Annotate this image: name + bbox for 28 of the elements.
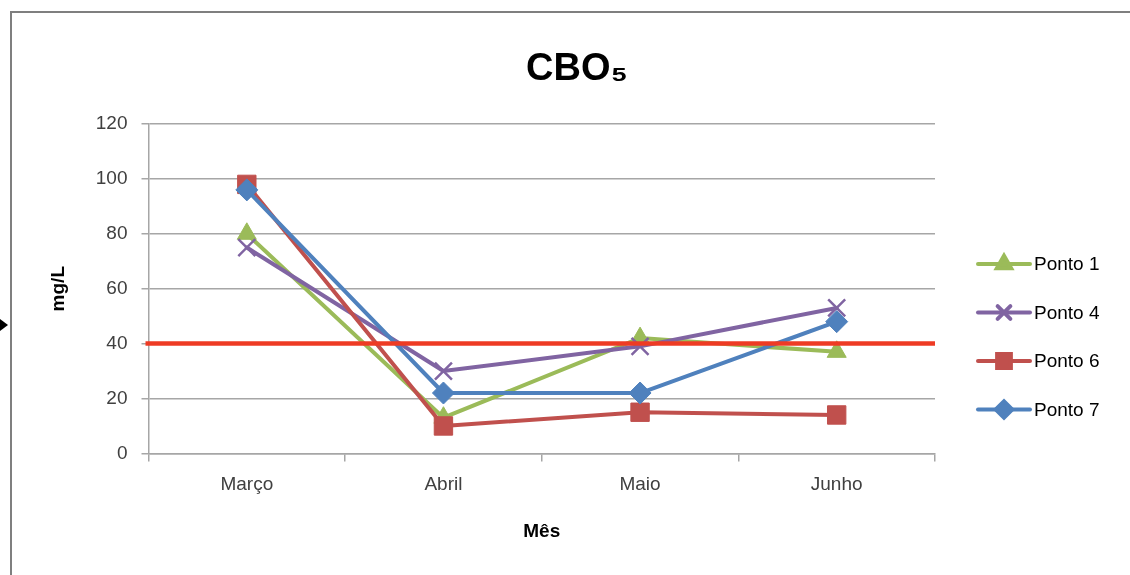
point [237,237,257,258]
y-tick-label: 60 [106,276,128,298]
legend-label: Ponto 1 [1034,253,1100,275]
point [235,178,259,202]
point [825,310,849,334]
point [630,402,650,422]
point [826,298,847,318]
y-tick-label: 40 [106,331,128,353]
y-tick-label: 100 [95,167,128,189]
point [431,381,455,405]
legend-label: Ponto 7 [1034,398,1100,420]
x-tick-label: Junho [810,473,863,495]
y-tick-label: 80 [106,222,128,244]
legend-label: Ponto 6 [1034,350,1100,372]
x-tick-label: Abril [424,473,463,495]
chart-title: CBO₅ [526,46,628,89]
x-tick-label: Maio [619,473,661,495]
point [827,405,847,425]
x-tick-label: Março [220,473,274,495]
y-tick-label: 0 [116,441,128,463]
point [433,416,454,436]
legend-label: Ponto 4 [1034,301,1100,323]
y-axis-title: mg/L [46,265,68,312]
y-tick-label: 20 [106,386,128,408]
x-axis-title: Mês [523,519,561,541]
point [628,381,652,405]
y-tick-label: 120 [95,112,128,134]
point [433,361,454,381]
